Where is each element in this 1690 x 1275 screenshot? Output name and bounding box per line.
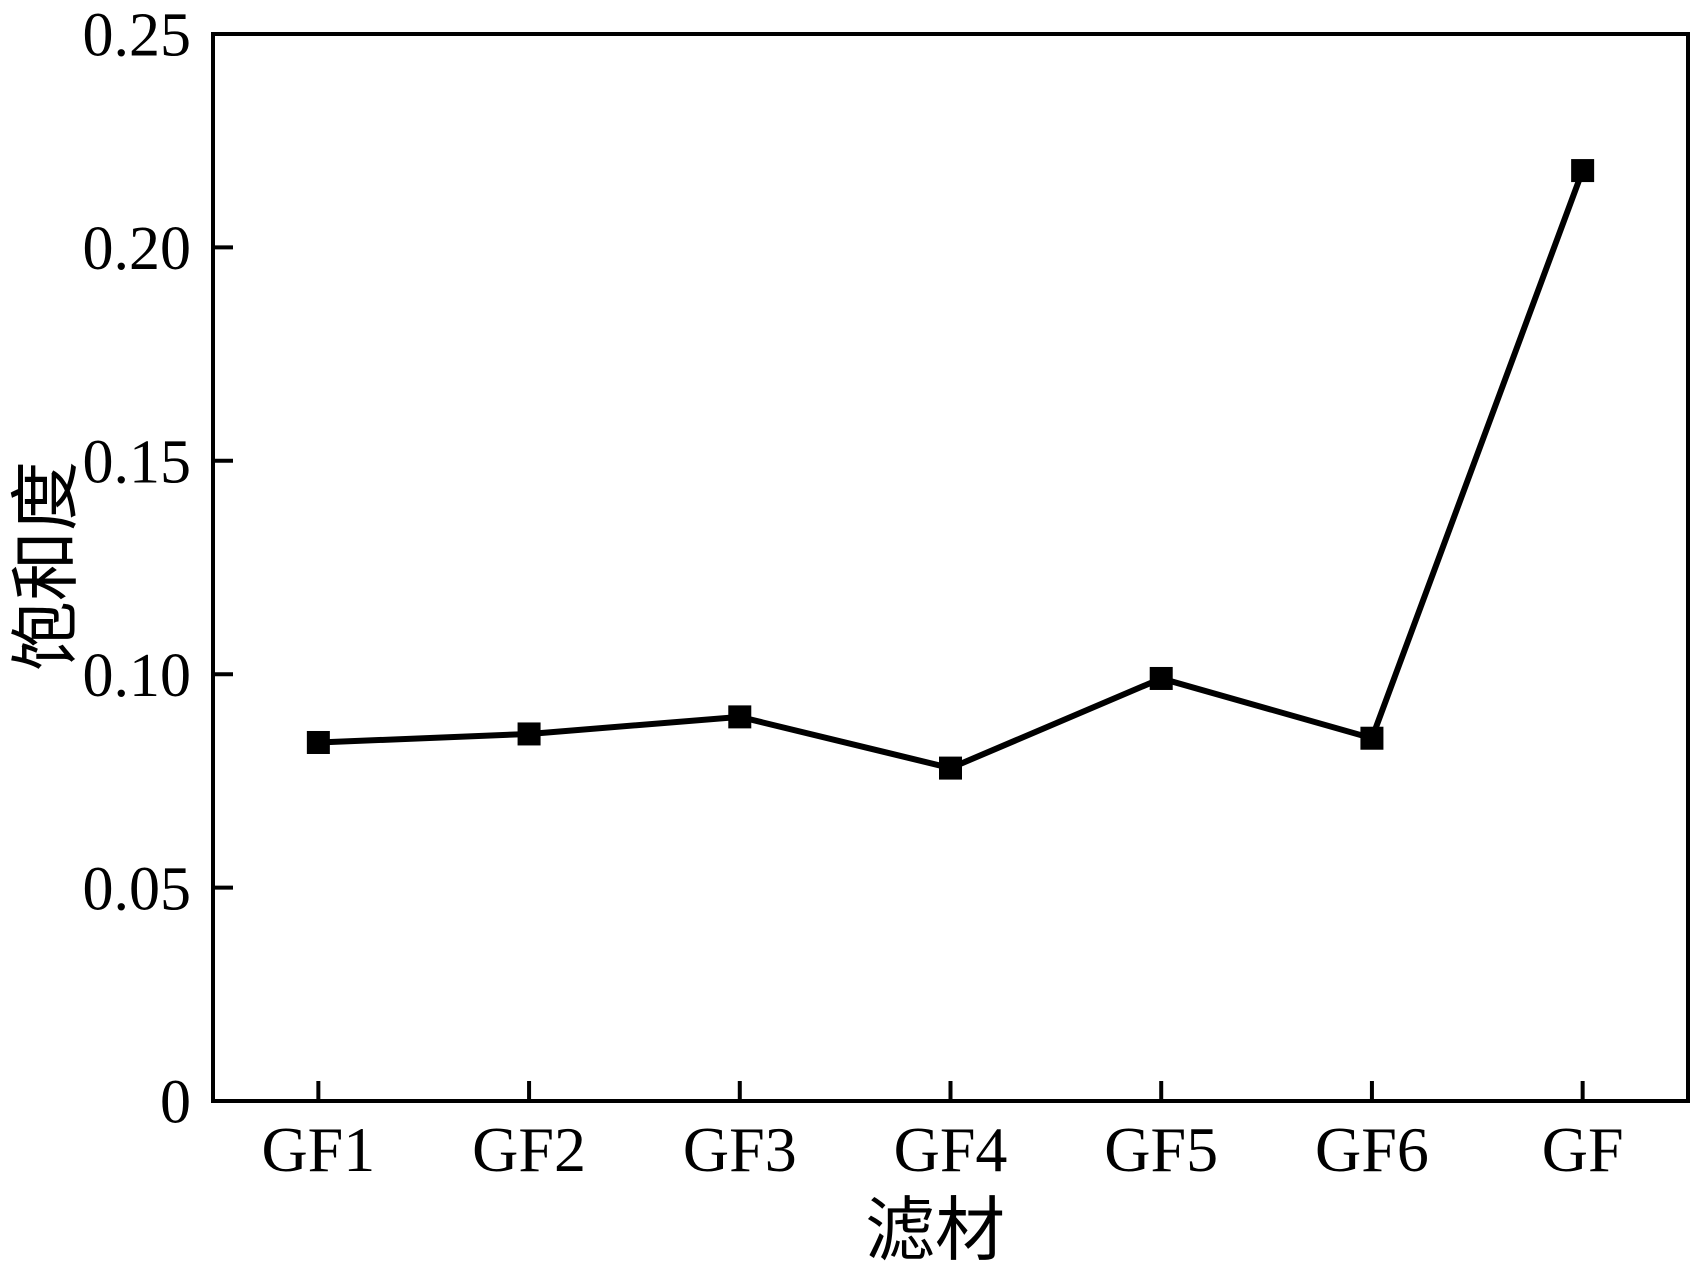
x-tick-label: GF4 — [894, 1114, 1008, 1185]
data-point-marker — [306, 730, 330, 754]
y-tick-label: 0.20 — [83, 215, 192, 283]
data-point-marker — [517, 722, 541, 746]
data-point-marker — [1571, 159, 1595, 183]
x-tick-label: GF6 — [1315, 1114, 1429, 1185]
data-point-marker — [1149, 666, 1173, 690]
data-point-marker — [728, 705, 752, 729]
x-axis-title: 滤材 — [865, 1193, 1005, 1270]
data-line — [318, 169, 1586, 772]
x-tick-label: GF3 — [683, 1114, 797, 1185]
y-tick-label: 0.15 — [83, 429, 192, 497]
data-point-marker — [939, 756, 962, 780]
data-point-marker — [1360, 726, 1384, 750]
y-tick-label: 0.05 — [83, 855, 192, 923]
x-tick-label: GF — [1542, 1114, 1624, 1185]
x-tick-label: GF5 — [1104, 1114, 1218, 1185]
y-tick-label: 0 — [160, 1069, 191, 1137]
y-tick-label: 0.25 — [83, 2, 192, 70]
plot-border — [211, 32, 1690, 1103]
x-tick-label: GF1 — [261, 1114, 375, 1185]
y-axis-title: 饱和度 — [9, 461, 86, 671]
y-tick-label: 0.10 — [83, 642, 192, 710]
x-tick-label: GF2 — [472, 1114, 586, 1185]
